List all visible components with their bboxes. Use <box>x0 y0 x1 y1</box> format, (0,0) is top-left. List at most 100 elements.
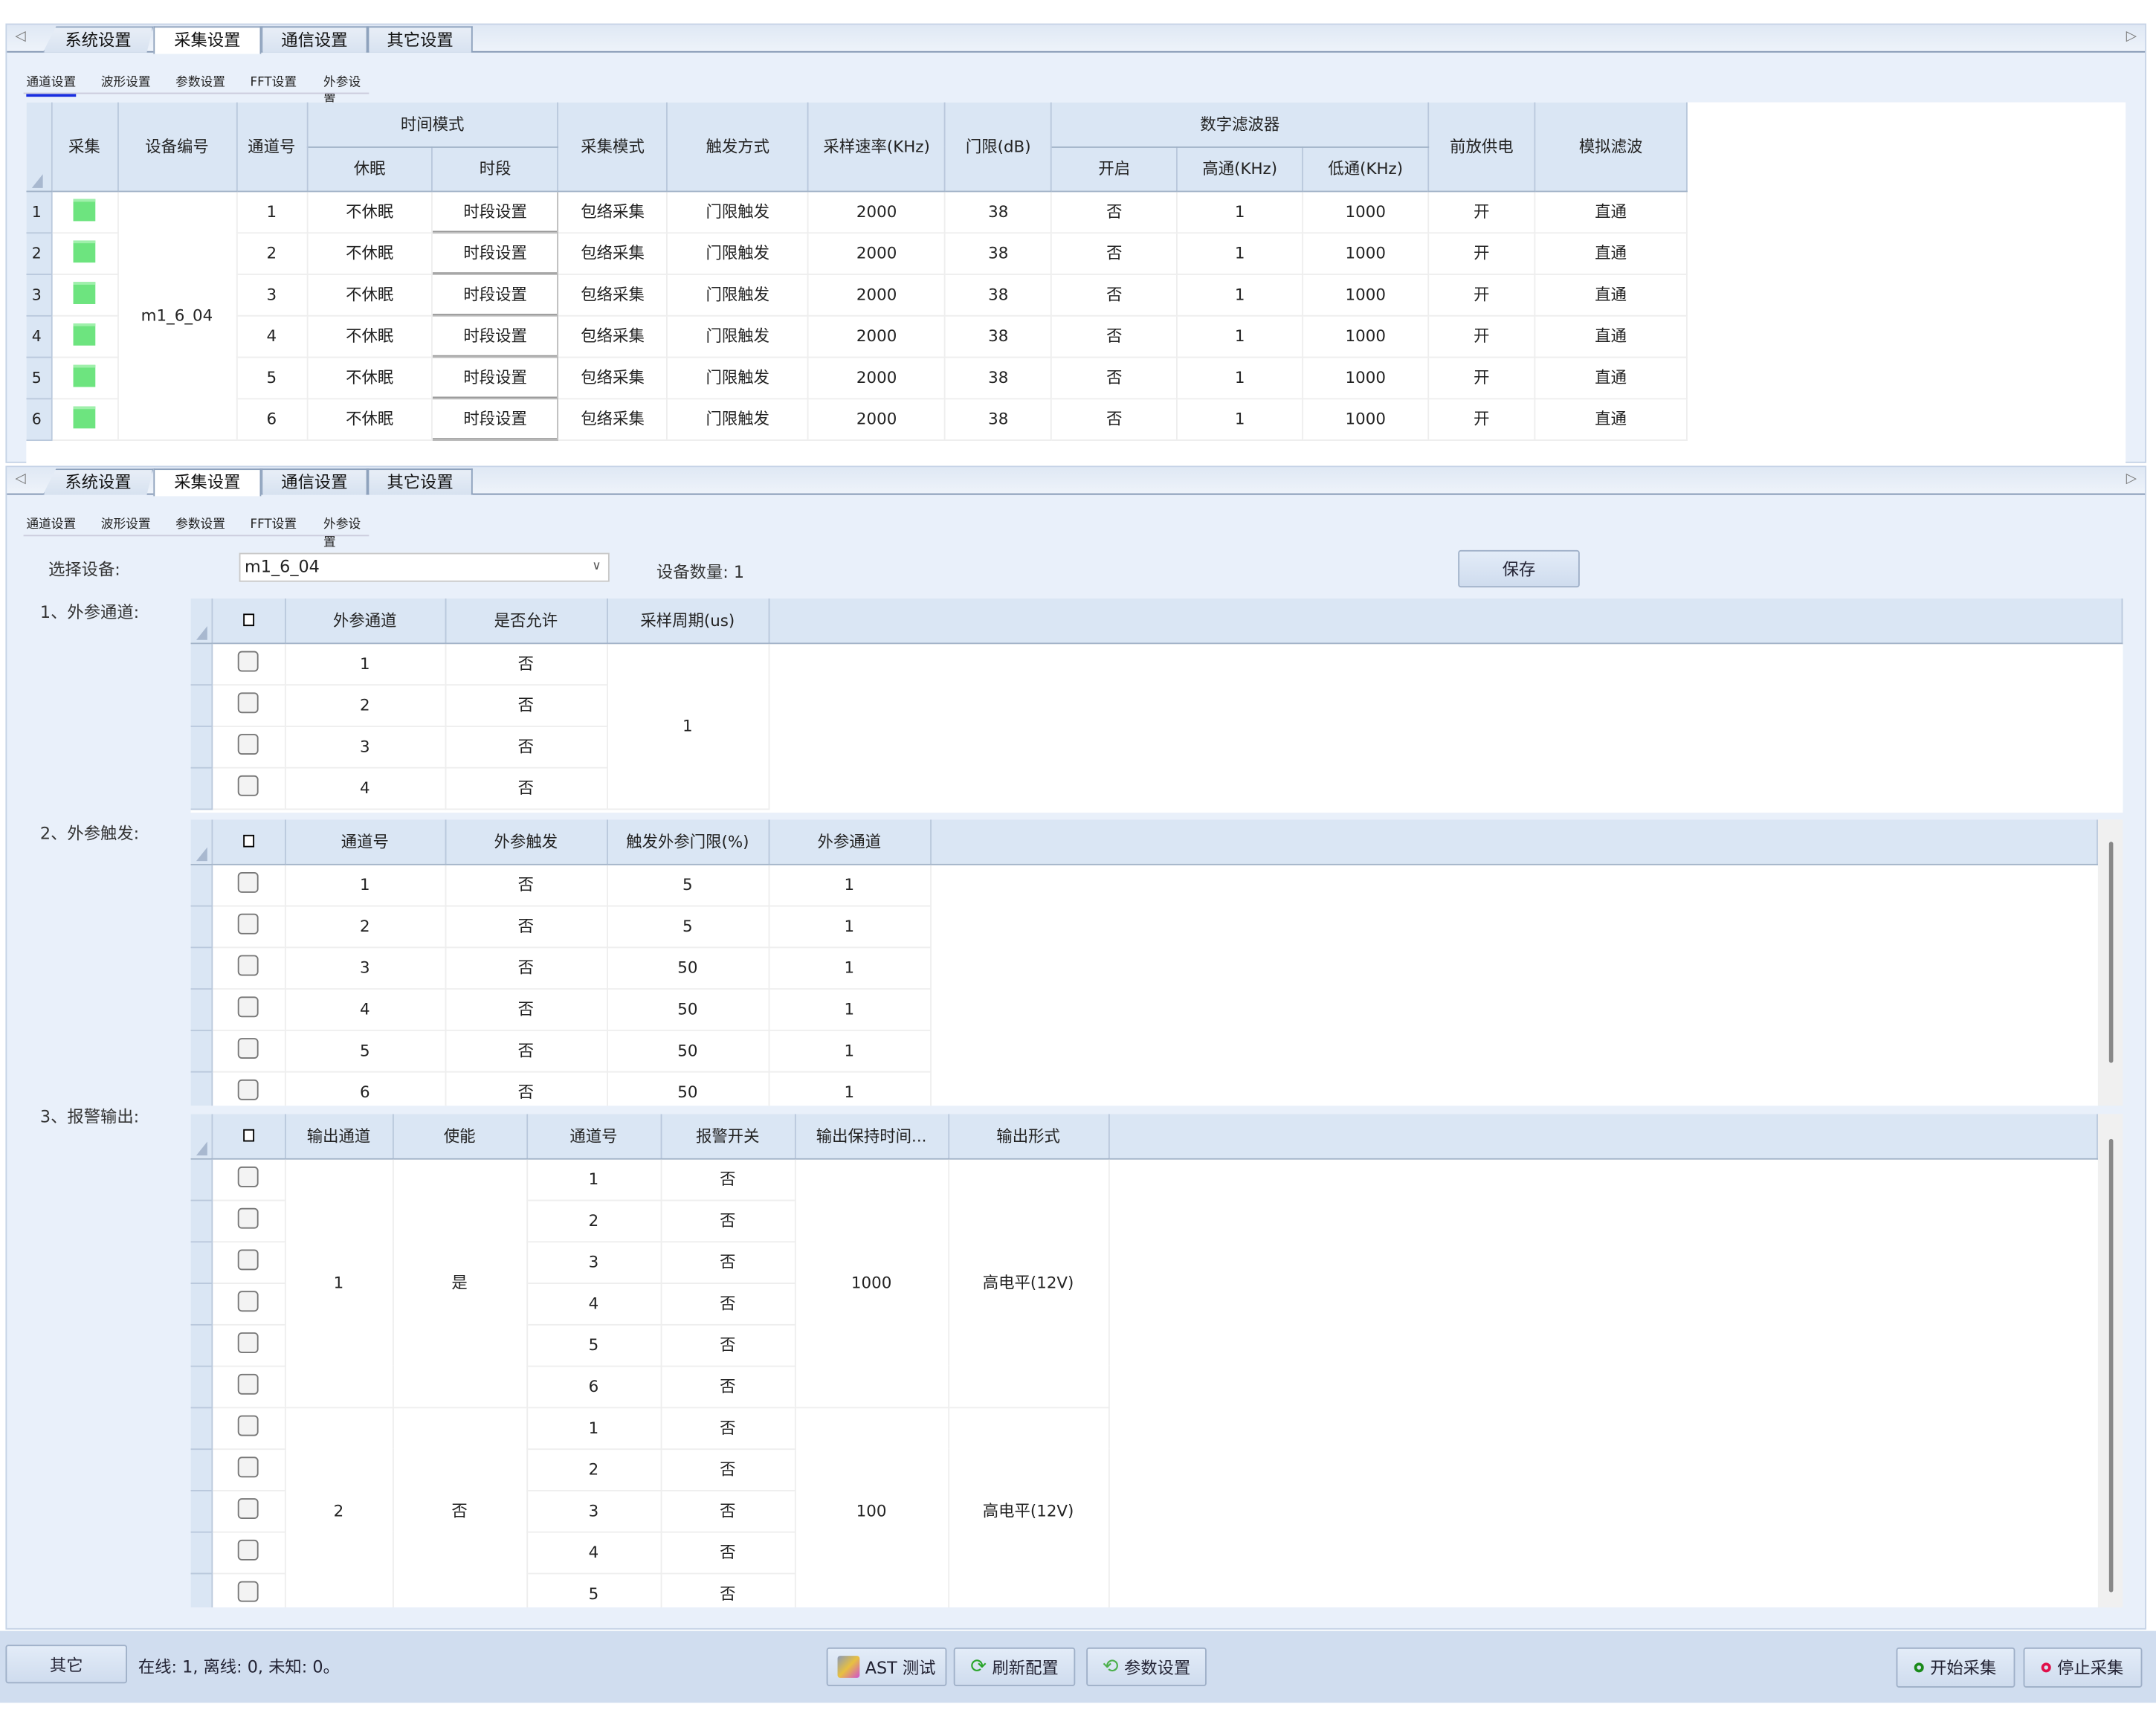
collect-indicator[interactable] <box>51 274 118 316</box>
enable-cell[interactable]: 否 <box>392 1407 528 1608</box>
row-checkbox-cell[interactable] <box>211 1572 285 1608</box>
external-channel-cell[interactable]: 1 <box>768 1029 932 1072</box>
external-trigger-cell[interactable]: 否 <box>445 905 608 948</box>
row-checkbox[interactable] <box>237 913 259 935</box>
col-header[interactable]: 使能 <box>392 1114 528 1159</box>
row-checkbox[interactable] <box>237 1332 259 1353</box>
table-row[interactable]: 3 否 50 1 <box>190 946 2097 990</box>
analog-filter-cell[interactable]: 直通 <box>1534 232 1688 275</box>
select-all-checkbox[interactable] <box>211 819 285 865</box>
threshold-cell[interactable]: 38 <box>945 232 1053 275</box>
filter-enable-cell[interactable]: 否 <box>1051 398 1178 441</box>
row-checkbox-cell[interactable] <box>211 1158 285 1201</box>
row-checkbox[interactable] <box>237 775 259 796</box>
period-setting-button[interactable]: 时段设置 <box>432 398 559 441</box>
table-row[interactable]: 2 否 1 否 100 高电平(12V) <box>190 1407 2097 1608</box>
allowed-cell[interactable]: 否 <box>445 684 608 726</box>
save-button[interactable]: 保存 <box>1458 549 1580 588</box>
row-checkbox-cell[interactable] <box>211 863 285 906</box>
hold-time-cell[interactable]: 1000 <box>794 1158 949 1408</box>
row-checkbox-cell[interactable] <box>211 1029 285 1072</box>
subtab-2[interactable]: 参数设置 <box>175 76 226 90</box>
col-header[interactable]: 采样周期(us) <box>607 598 769 644</box>
sample-rate-cell[interactable]: 2000 <box>808 274 946 316</box>
row-checkbox[interactable] <box>237 1207 259 1229</box>
collect-status-swatch[interactable] <box>73 198 96 221</box>
row-checkbox-cell[interactable] <box>211 642 285 685</box>
col-digital-filter[interactable]: 数字滤波器 <box>1051 102 1430 147</box>
table-row[interactable]: 2 2 不休眠 时段设置 包络采集 门限触发 2000 38 否 1 1000 开直通 <box>26 232 1688 275</box>
output-form-cell[interactable]: 高电平(12V) <box>948 1407 1109 1608</box>
trigger-cell[interactable]: 门限触发 <box>667 314 810 358</box>
lowpass-cell[interactable]: 1000 <box>1303 398 1430 441</box>
sample-rate-cell[interactable]: 2000 <box>808 314 946 358</box>
trigger-threshold-cell[interactable]: 50 <box>607 1071 769 1106</box>
collect-mode-cell[interactable]: 包络采集 <box>558 190 668 233</box>
col-filler[interactable] <box>1108 1114 2098 1159</box>
external-trigger-cell[interactable]: 否 <box>445 988 608 1030</box>
table-row[interactable]: 3 3 不休眠 时段设置 包络采集 门限触发 2000 38 否 1 1000 开直通 <box>26 274 1688 316</box>
collect-status-swatch[interactable] <box>73 364 96 387</box>
lowpass-cell[interactable]: 1000 <box>1303 190 1430 233</box>
scroll-right-icon[interactable]: ▷ <box>2126 29 2137 45</box>
analog-filter-cell[interactable]: 直通 <box>1534 274 1688 316</box>
sleep-cell[interactable]: 不休眠 <box>306 356 433 399</box>
checkbox-icon[interactable] <box>242 834 254 848</box>
refresh-config-button[interactable]: ⟳ 刷新配置 <box>953 1647 1076 1686</box>
row-checkbox-cell[interactable] <box>211 988 285 1030</box>
collect-mode-cell[interactable]: 包络采集 <box>558 274 668 316</box>
tab-2[interactable]: 通信设置 <box>261 468 368 495</box>
tab-2[interactable]: 通信设置 <box>261 26 368 53</box>
preamp-cell[interactable]: 开 <box>1428 356 1536 399</box>
sleep-cell[interactable]: 不休眠 <box>306 232 433 275</box>
sample-rate-cell[interactable]: 2000 <box>808 232 946 275</box>
sleep-cell[interactable]: 不休眠 <box>306 398 433 441</box>
period-setting-button[interactable]: 时段设置 <box>432 232 559 275</box>
highpass-cell[interactable]: 1 <box>1177 314 1304 358</box>
preamp-cell[interactable]: 开 <box>1428 190 1536 233</box>
alarm-switch-cell[interactable]: 否 <box>660 1448 795 1491</box>
trigger-cell[interactable]: 门限触发 <box>667 398 810 441</box>
preamp-cell[interactable]: 开 <box>1428 232 1536 275</box>
table-row[interactable]: 4 否 50 1 <box>190 988 2097 1030</box>
scroll-right-icon[interactable]: ▷ <box>2126 471 2137 487</box>
lowpass-cell[interactable]: 1000 <box>1303 232 1430 275</box>
period-setting-button[interactable]: 时段设置 <box>432 314 559 358</box>
allowed-cell[interactable]: 否 <box>445 767 608 810</box>
trigger-cell[interactable]: 门限触发 <box>667 356 810 399</box>
row-checkbox-cell[interactable] <box>211 725 285 768</box>
col-time-mode[interactable]: 时间模式 <box>306 102 559 147</box>
select-all-corner[interactable] <box>190 819 213 865</box>
row-checkbox-cell[interactable] <box>211 1241 285 1284</box>
alarm-switch-cell[interactable]: 否 <box>660 1241 795 1284</box>
preamp-cell[interactable]: 开 <box>1428 314 1536 358</box>
trigger-cell[interactable]: 门限触发 <box>667 274 810 316</box>
scroll-left-icon[interactable]: ◁ <box>15 471 26 487</box>
row-checkbox-cell[interactable] <box>211 1490 285 1532</box>
period-setting-button[interactable]: 时段设置 <box>432 190 559 233</box>
col-header[interactable]: 输出保持时间... <box>794 1114 949 1159</box>
col-highpass[interactable]: 高通(KHz) <box>1177 146 1304 192</box>
collect-mode-cell[interactable]: 包络采集 <box>558 356 668 399</box>
param-settings-button[interactable]: ⟲ 参数设置 <box>1086 1647 1207 1686</box>
lowpass-cell[interactable]: 1000 <box>1303 314 1430 358</box>
trigger-threshold-cell[interactable]: 5 <box>607 863 769 906</box>
scroll-thumb[interactable] <box>2108 1138 2114 1593</box>
row-checkbox-cell[interactable] <box>211 905 285 948</box>
collect-indicator[interactable] <box>51 398 118 441</box>
col-period[interactable]: 时段 <box>432 146 559 192</box>
allowed-cell[interactable]: 否 <box>445 725 608 768</box>
row-checkbox[interactable] <box>237 1166 259 1187</box>
col-header[interactable]: 触发外参门限(%) <box>607 819 769 865</box>
alarm-switch-cell[interactable]: 否 <box>660 1158 795 1201</box>
col-header[interactable]: 外参通道 <box>768 819 932 865</box>
period-setting-button[interactable]: 时段设置 <box>432 356 559 399</box>
enable-cell[interactable]: 是 <box>392 1158 528 1408</box>
